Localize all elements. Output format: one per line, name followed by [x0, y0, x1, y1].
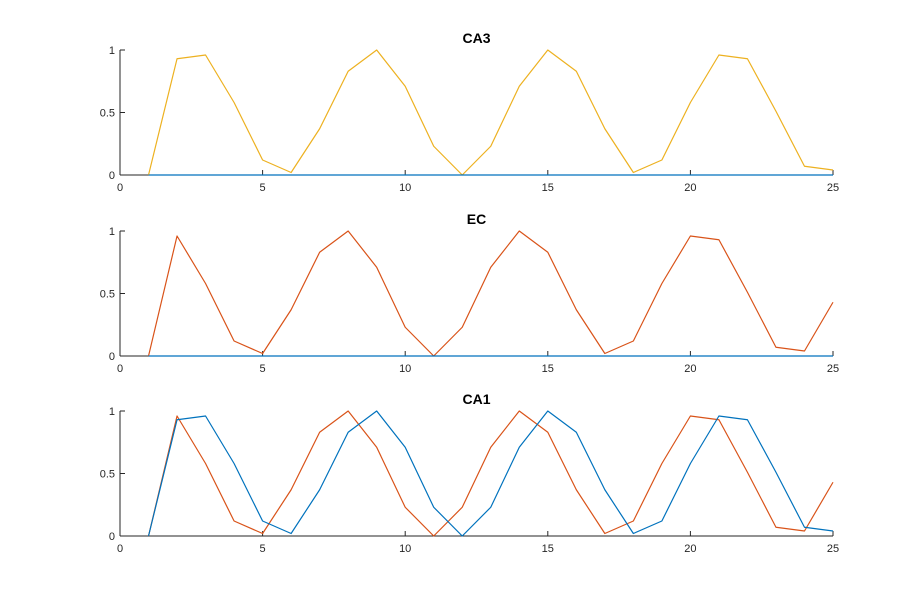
x-tick-label: 25 — [827, 363, 839, 375]
x-tick-label: 0 — [117, 182, 123, 194]
x-tick-label: 10 — [399, 363, 411, 375]
panel-ec: 0 5 10 15 20 25 0 0.5 1 EC — [100, 211, 839, 375]
series-line-0 — [147, 230, 834, 357]
series-line-0 — [147, 49, 834, 176]
panel-ca3: 0 5 10 15 20 25 0 0.5 1 CA3 — [100, 30, 839, 194]
panel-title: EC — [467, 211, 486, 227]
series-line-0 — [147, 410, 834, 537]
x-tick-label: 5 — [260, 182, 266, 194]
x-tick-label: 5 — [260, 363, 266, 375]
x-tick-label: 10 — [399, 182, 411, 194]
y-tick-label: 1 — [109, 406, 115, 418]
y-tick-label: 0.5 — [100, 469, 115, 481]
panel-title: CA1 — [462, 391, 490, 407]
series-line-1 — [147, 410, 834, 537]
y-tick-label: 0 — [109, 170, 115, 182]
y-tick-label: 0.5 — [100, 289, 115, 301]
x-tick-label: 5 — [260, 543, 266, 555]
x-tick-label: 20 — [684, 182, 696, 194]
y-tick-label: 1 — [109, 226, 115, 238]
y-tick-label: 0.5 — [100, 108, 115, 120]
x-tick-label: 15 — [542, 363, 554, 375]
x-tick-label: 25 — [827, 543, 839, 555]
panel-ca1: 0 5 10 15 20 25 0 0.5 1 CA1 — [100, 391, 839, 555]
y-tick-label: 0 — [109, 351, 115, 363]
x-tick-label: 25 — [827, 182, 839, 194]
x-tick-label: 15 — [542, 182, 554, 194]
x-tick-label: 0 — [117, 543, 123, 555]
x-tick-label: 20 — [684, 363, 696, 375]
x-tick-label: 20 — [684, 543, 696, 555]
y-tick-label: 1 — [109, 45, 115, 57]
y-tick-label: 0 — [109, 531, 115, 543]
x-tick-label: 15 — [542, 543, 554, 555]
x-tick-label: 0 — [117, 363, 123, 375]
panel-title: CA3 — [462, 30, 490, 46]
x-tick-label: 10 — [399, 543, 411, 555]
